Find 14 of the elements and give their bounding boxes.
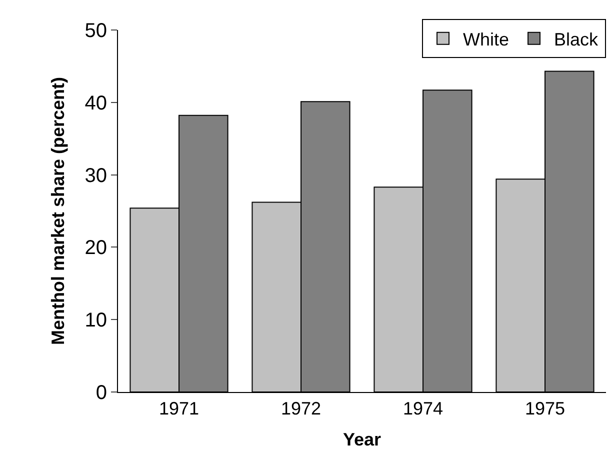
x-tick-label: 1974 [402,398,444,419]
legend-label: Black [554,29,600,50]
x-tick-label: 1975 [524,398,566,419]
x-axis-title: Year [342,430,382,450]
y-axis-title: Menthol market share (percent) [48,76,68,346]
y-tick-label: 20 [84,237,107,260]
y-tick-label: 30 [84,164,107,187]
x-tick-label: 1972 [280,398,322,419]
y-tick-label: 10 [84,310,107,332]
y-tick-label: 0 [96,382,107,404]
x-tick-label: 1971 [158,398,200,419]
y-tick-label: 50 [84,20,107,42]
legend-label: White [463,29,510,50]
y-tick-label: 40 [84,92,107,114]
